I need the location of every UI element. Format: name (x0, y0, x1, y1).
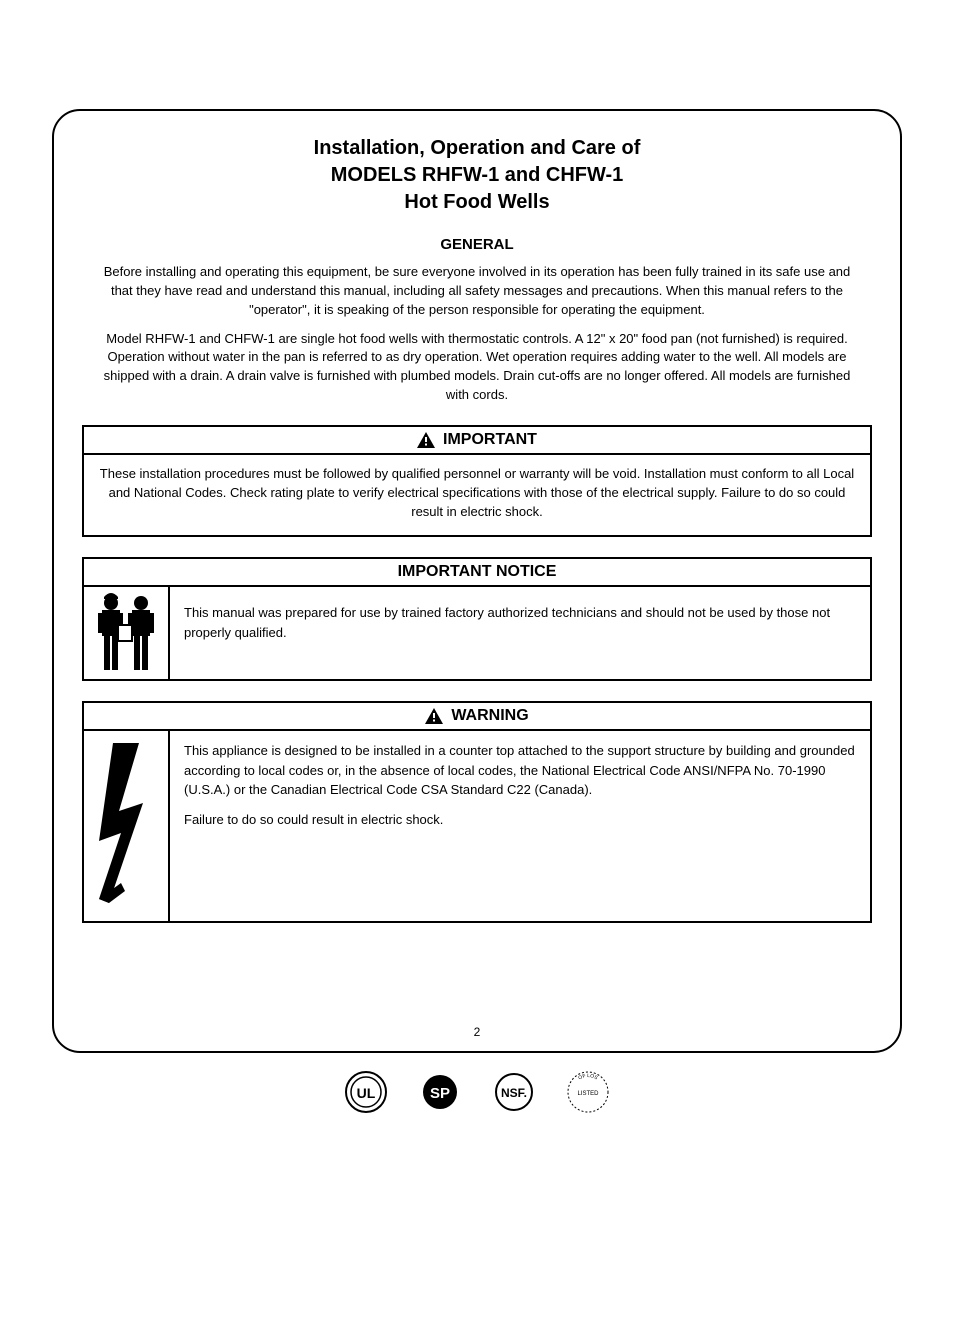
warning-paragraph-1: This appliance is designed to be install… (184, 741, 856, 800)
warning-body-row: This appliance is designed to be install… (84, 731, 870, 921)
svg-text:OF LOS: OF LOS (577, 1073, 599, 1082)
sp-logo-icon: SP (419, 1071, 461, 1113)
section-heading-general: GENERAL (82, 236, 872, 253)
important-notice-box: IMPORTANT NOTICE (82, 557, 872, 681)
svg-text:SP: SP (430, 1085, 450, 1102)
warning-paragraph-2: Failure to do so could result in electri… (184, 810, 856, 830)
title-line-3: Hot Food Wells (82, 189, 872, 216)
important-box: IMPORTANT These installation procedures … (82, 425, 872, 538)
intro-paragraph-1: Before installing and operating this equ… (97, 263, 857, 320)
title-line-2: MODELS RHFW-1 and CHFW-1 (82, 162, 872, 189)
important-notice-header: IMPORTANT NOTICE (84, 559, 870, 587)
svg-text:UL: UL (357, 1085, 376, 1101)
title-line-1: Installation, Operation and Care of (82, 135, 872, 162)
warning-text-cell: This appliance is designed to be install… (170, 731, 870, 921)
page-number: 2 (54, 1025, 900, 1039)
important-box-header: IMPORTANT (84, 427, 870, 455)
alert-triangle-icon (425, 708, 443, 724)
important-label: IMPORTANT (443, 431, 537, 449)
certification-logos-row: UL SP NSF. LISTED OF LOS (52, 1071, 902, 1113)
la-county-logo-icon: LISTED OF LOS (567, 1071, 609, 1113)
important-notice-label: IMPORTANT NOTICE (398, 563, 557, 581)
alert-triangle-icon (417, 432, 435, 448)
nsf-logo-icon: NSF. (493, 1071, 535, 1113)
ul-logo-icon: UL (345, 1071, 387, 1113)
warning-box: WARNING This appliance is designed to be… (82, 701, 872, 923)
important-notice-text: This manual was prepared for use by trai… (170, 587, 870, 679)
svg-text:NSF.: NSF. (501, 1086, 527, 1100)
intro-paragraph-2: Model RHFW-1 and CHFW-1 are single hot f… (97, 330, 857, 405)
svg-text:LISTED: LISTED (577, 1091, 599, 1097)
document-frame: Installation, Operation and Care of MODE… (52, 109, 902, 1053)
electric-bolt-icon (84, 731, 170, 921)
warning-label: WARNING (451, 707, 528, 725)
important-notice-body-row: This manual was prepared for use by trai… (84, 587, 870, 679)
warning-box-header: WARNING (84, 703, 870, 731)
two-workers-icon (84, 587, 170, 679)
content-area: Installation, Operation and Care of MODE… (82, 135, 872, 1033)
important-body: These installation procedures must be fo… (84, 455, 870, 536)
